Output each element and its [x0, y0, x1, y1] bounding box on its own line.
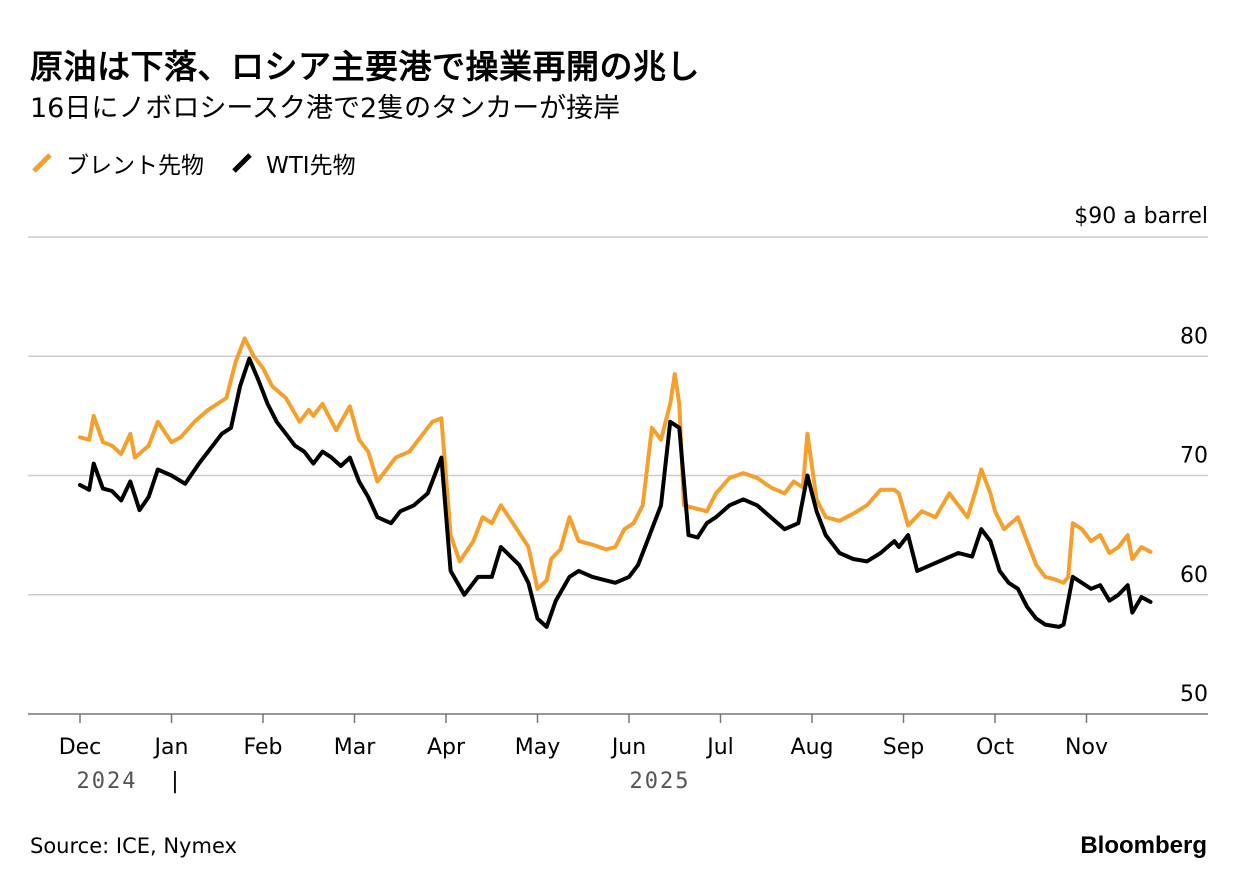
chart-title: 原油は下落、ロシア主要港で操業再開の兆し: [30, 47, 700, 86]
x-tick-label-May: May: [515, 735, 560, 760]
x-tick-label-Mar: Mar: [334, 735, 376, 760]
x-tick-label-Apr: Apr: [427, 735, 466, 760]
y-tick-label-80: 80: [1180, 324, 1208, 349]
x-axis: Dec Jan Feb Mar Apr May Jun Jul Aug Sep Oct Nov 2024…: [59, 714, 1108, 794]
year-label-2024: 2024: [77, 769, 138, 794]
chart-subtitle: 16日にノボロシースク港で2隻のタンカーが接岸: [30, 93, 621, 124]
legend-item-wti: WTI先物: [230, 146, 356, 180]
series-lines: [78, 336, 1153, 629]
legend-label-brent: ブレント先物: [66, 153, 204, 179]
y-axis-labels: $90 a barrel 80 70 60 50: [1074, 204, 1208, 707]
series-line-wti: [78, 356, 1153, 629]
x-tick-label-Jul: Jul: [705, 735, 734, 760]
y-tick-label-70: 70: [1180, 444, 1208, 469]
x-tick-label-Jun: Jun: [610, 735, 646, 760]
legend-swatch-wti: [232, 153, 252, 173]
legend: ブレント先物 WTI先物: [30, 146, 382, 180]
gridlines: [28, 236, 1208, 715]
year-label-2025: 2025: [630, 769, 691, 794]
y-tick-label-50: 50: [1180, 682, 1208, 707]
legend-item-brent: ブレント先物: [30, 146, 204, 180]
x-tick-label-Jan: Jan: [153, 735, 189, 760]
bloomberg-logo: Bloomberg: [1080, 832, 1207, 859]
series-line-brent: [78, 336, 1153, 591]
x-tick-label-Aug: Aug: [791, 735, 834, 760]
x-tick-label-Nov: Nov: [1065, 735, 1108, 760]
x-tick-label-Oct: Oct: [976, 735, 1014, 760]
y-unit-label: $90 a barrel: [1074, 204, 1208, 229]
legend-swatch-brent: [32, 153, 52, 173]
source-note: Source: ICE, Nymex: [30, 834, 237, 858]
x-tick-label-Sep: Sep: [883, 735, 924, 760]
x-tick-label-Feb: Feb: [244, 735, 283, 760]
legend-label-wti: WTI先物: [266, 153, 356, 179]
y-tick-label-60: 60: [1180, 563, 1208, 588]
year-separator: |: [171, 769, 178, 794]
x-tick-label-Dec: Dec: [59, 735, 102, 760]
